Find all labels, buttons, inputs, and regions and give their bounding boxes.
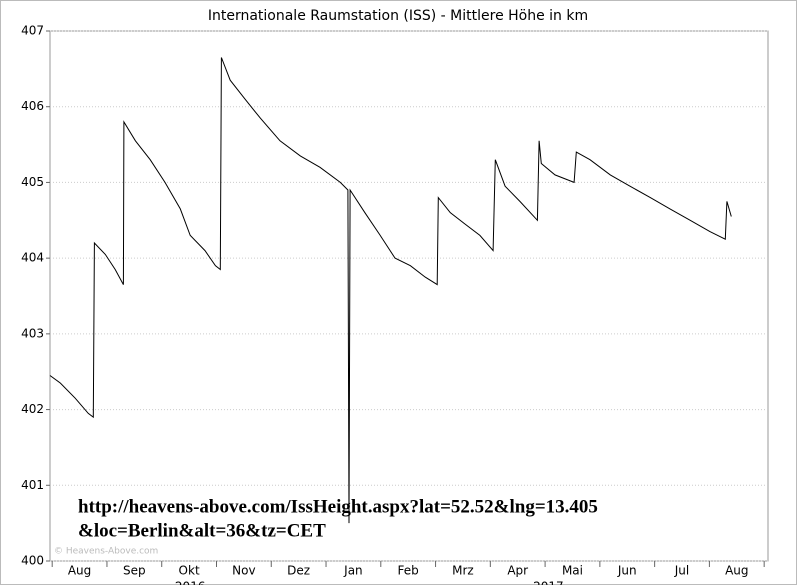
x-tick-label: Mai xyxy=(562,564,583,578)
annotation: http://heavens-above.com/IssHeight.aspx?… xyxy=(78,496,598,517)
x-year-label: 2017 xyxy=(533,580,564,585)
x-tick-label: Nov xyxy=(232,564,255,578)
plot-area xyxy=(49,30,769,562)
x-tick-label: Jul xyxy=(674,564,689,578)
watermark: © Heavens-Above.com xyxy=(54,547,158,557)
y-tick-label: 407 xyxy=(21,24,44,38)
x-tick-label: Dez xyxy=(287,564,310,578)
x-year-label: 2016 xyxy=(175,580,206,585)
x-tick-label: Okt xyxy=(179,564,200,578)
y-tick-label: 400 xyxy=(21,554,44,568)
annotation: &loc=Berlin&alt=36&tz=CET xyxy=(78,520,326,541)
x-tick-label: Sep xyxy=(123,564,146,578)
x-tick-label: Apr xyxy=(507,564,528,578)
y-tick-label: 405 xyxy=(21,175,44,189)
y-tick-label: 402 xyxy=(21,402,44,416)
line xyxy=(49,57,732,524)
x-tick-label: Jun xyxy=(617,564,637,578)
y-tick-label: 406 xyxy=(21,99,44,113)
x-tick-label: Aug xyxy=(725,564,748,578)
y-tick-label: 404 xyxy=(21,251,44,265)
y-tick-label: 401 xyxy=(21,478,44,492)
chart-title: Internationale Raumstation (ISS) - Mittl… xyxy=(208,8,588,24)
x-tick-label: Aug xyxy=(68,564,91,578)
y-tick-label: 403 xyxy=(21,326,44,340)
x-tick-label: Jan xyxy=(343,564,363,578)
x-tick-label: Mrz xyxy=(452,564,474,578)
x-tick-label: Feb xyxy=(398,564,419,578)
